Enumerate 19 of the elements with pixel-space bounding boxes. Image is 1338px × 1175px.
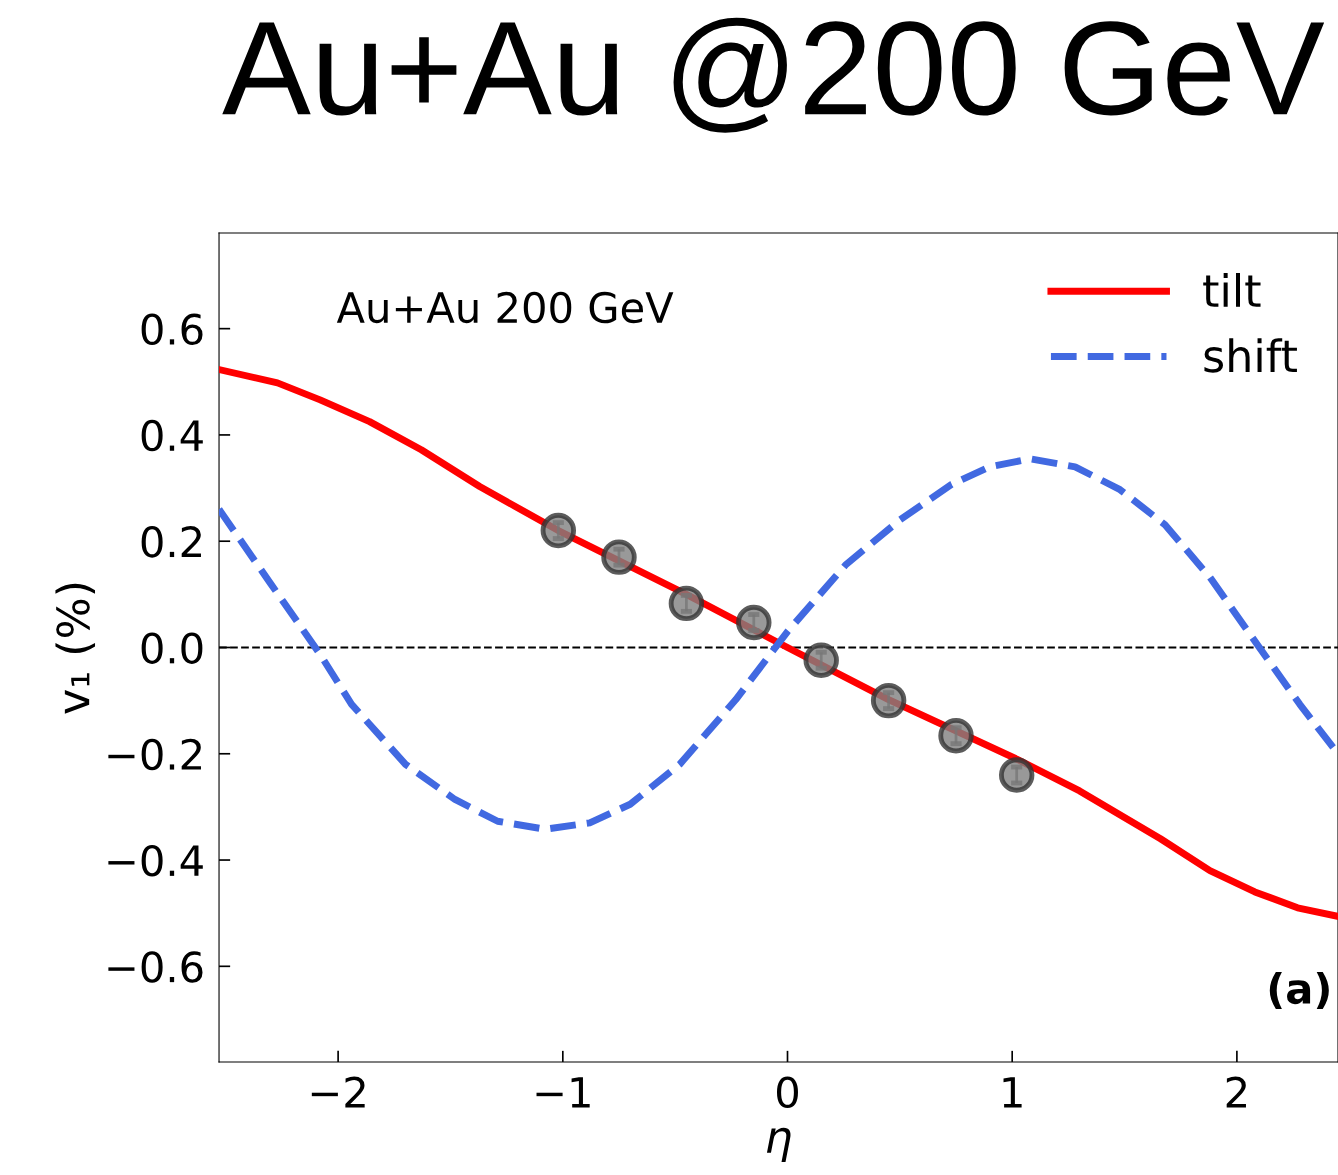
y-tick-label: 0.0 <box>141 632 203 664</box>
x-tick-label: −2 <box>311 1076 365 1108</box>
annotation: (a) <box>1269 971 1329 1010</box>
x-tick-label: −1 <box>536 1077 590 1108</box>
y-tick-label: 0.2 <box>141 526 201 558</box>
legend-label: tilt <box>1203 273 1261 307</box>
x-tick-label: 2 <box>1226 1076 1246 1108</box>
y-tick-label: 0.4 <box>141 419 203 452</box>
y-tick-label: −0.6 <box>108 951 203 983</box>
x-tick-label: 1 <box>1003 1077 1022 1108</box>
y-axis-title: v₁ (%) <box>55 583 96 714</box>
annotation: Au+Au 200 GeV <box>336 291 674 324</box>
legend-label: shift <box>1204 338 1297 373</box>
y-tick-label: −0.4 <box>108 844 203 877</box>
x-tick-label: 0 <box>777 1076 798 1109</box>
y-tick-label: 0.6 <box>141 313 203 346</box>
chart-title: Au+Au @200 GeV <box>222 17 1325 133</box>
x-axis-title: η <box>766 1127 791 1162</box>
y-tick-label: −0.2 <box>108 738 201 771</box>
